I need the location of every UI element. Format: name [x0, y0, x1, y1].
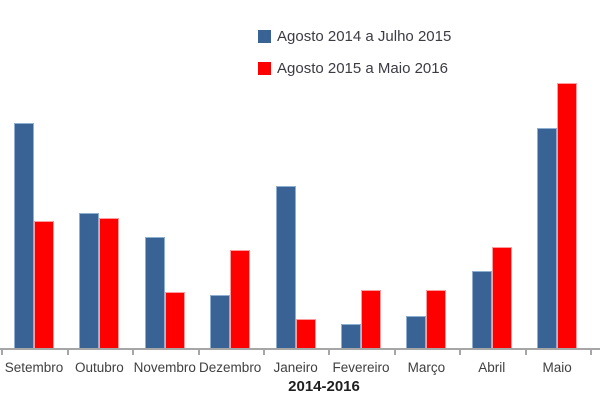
bar-series1-4: [210, 295, 231, 348]
bar-series1-1: [14, 122, 34, 349]
bar-series2-5: [295, 318, 316, 348]
x-axis-tick-mark: [589, 350, 592, 355]
x-axis-tick-label: Março: [407, 360, 446, 375]
bar-series2-9: [557, 83, 578, 348]
x-axis-tick-mark: [524, 350, 527, 355]
x-axis-tick-mark: [393, 350, 396, 355]
x-axis-tick-label: Fevereiro: [332, 360, 390, 375]
legend-label-series-2: Agosto 2015 a Maio 2016: [277, 59, 448, 77]
x-axis-tick-mark: [328, 350, 331, 355]
x-axis-tick-label: Janeiro: [273, 360, 318, 375]
bar-series2-4: [230, 249, 251, 348]
x-axis-line: [0, 348, 600, 350]
bar-series2-3: [164, 292, 185, 348]
x-axis-tick-mark: [262, 350, 265, 355]
bar-series2-8: [491, 247, 512, 348]
x-axis-tick-mark: [66, 350, 69, 355]
x-axis-tick-mark: [1, 350, 4, 355]
bar-series1-5: [275, 186, 296, 348]
bar-series2-6: [361, 289, 381, 348]
x-axis-tick-label: Outubro: [75, 360, 124, 375]
x-axis-tick-label: Dezembro: [199, 360, 262, 375]
legend-label-series-1: Agosto 2014 a Julho 2015: [277, 27, 452, 45]
bar-series2-1: [34, 220, 54, 348]
legend-item-series-1: Agosto 2014 a Julho 2015: [258, 27, 452, 45]
x-axis-tick-label: Setembro: [4, 360, 64, 375]
x-axis-tick-label: Abril: [478, 360, 506, 375]
x-axis-tick-mark: [197, 350, 200, 355]
x-axis-tick-label: Maio: [542, 360, 572, 375]
bar-series1-2: [79, 212, 100, 348]
bar-series2-7: [426, 289, 447, 348]
bar-series1-7: [406, 316, 427, 348]
legend-item-series-2: Agosto 2015 a Maio 2016: [258, 59, 451, 77]
bar-series2-2: [99, 218, 120, 348]
bar-series1-9: [537, 128, 558, 348]
bar-series1-6: [341, 324, 361, 348]
x-axis-tick-mark: [132, 350, 135, 355]
x-axis-tick-mark: [459, 350, 462, 355]
x-axis-tick-label: Novembro: [133, 360, 196, 375]
chart-legend: Agosto 2014 a Julho 2015 Agosto 2015 a M…: [258, 27, 452, 93]
bar-series1-8: [471, 271, 492, 348]
legend-swatch-series-2-icon: [258, 61, 271, 75]
x-axis-title: 2014-2016: [288, 378, 360, 395]
legend-swatch-series-1-icon: [258, 29, 271, 43]
bar-series1-3: [144, 236, 165, 348]
